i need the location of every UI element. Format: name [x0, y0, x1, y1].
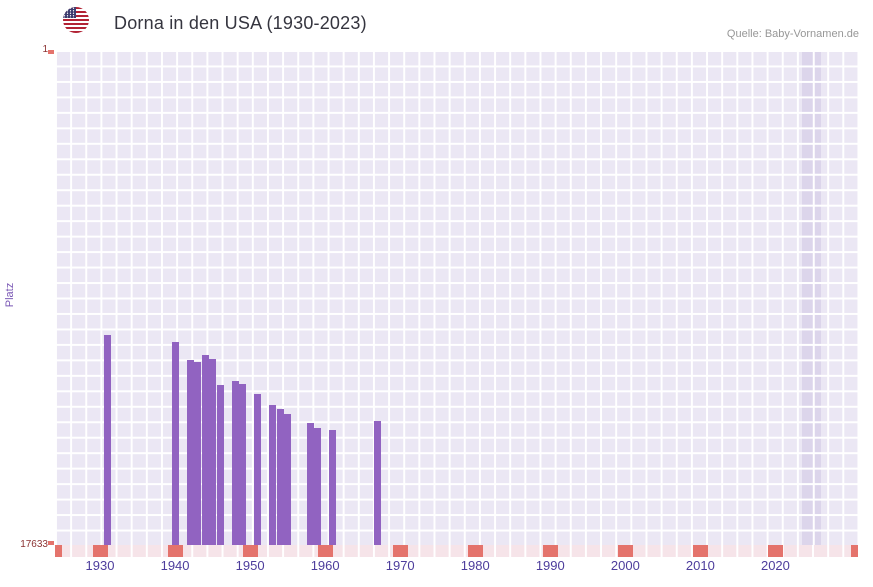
- bar-1955: [284, 413, 292, 545]
- y-axis-title: Platz: [4, 282, 16, 308]
- bar-1949: [239, 384, 247, 545]
- y-axis-label-top: 1: [42, 44, 48, 55]
- y-axis-tick-top: [48, 50, 54, 54]
- x-axis-label-1950: 1950: [235, 558, 265, 573]
- x-axis-tick-1930: [92, 545, 108, 557]
- bar-1940: [171, 341, 179, 545]
- x-axis-tick-1980: [467, 545, 483, 557]
- bar-1943: [194, 361, 202, 545]
- page-title: Dorna in den USA (1930-2023): [114, 13, 367, 33]
- x-axis-tick-2010: [692, 545, 708, 557]
- x-axis-label-2000: 2000: [610, 558, 640, 573]
- x-axis-label-2010: 2010: [685, 558, 715, 573]
- x-axis-tick-1950: [242, 545, 258, 557]
- bar-1959: [314, 427, 322, 545]
- x-axis-strip: [55, 545, 858, 557]
- x-axis-tick-1970: [392, 545, 408, 557]
- bar-1945: [209, 358, 217, 545]
- x-axis-label-1940: 1940: [160, 558, 190, 573]
- x-axis-edge-tick-left: [55, 545, 62, 557]
- x-axis-tick-2020: [767, 545, 783, 557]
- x-axis-edge-tick-right: [851, 545, 858, 557]
- us-flag-icon: [63, 7, 89, 33]
- y-axis-label-bottom: 17633: [20, 539, 48, 550]
- bar-1946: [216, 385, 224, 545]
- x-axis-label-1990: 1990: [535, 558, 565, 573]
- x-axis-label-2020: 2020: [760, 558, 790, 573]
- current-year-highlight-band: [801, 50, 821, 545]
- plot-area: [55, 50, 858, 545]
- x-axis-tick-1960: [317, 545, 333, 557]
- x-axis-label-1930: 1930: [85, 558, 115, 573]
- source-credit: Quelle: Baby-Vornamen.de: [726, 28, 859, 40]
- bar-1942: [186, 360, 194, 545]
- y-axis-tick-bottom: [48, 541, 54, 545]
- bar-1951: [254, 393, 262, 545]
- x-axis-label-1980: 1980: [460, 558, 490, 573]
- bar-1948: [231, 381, 239, 545]
- bar-1953: [269, 405, 277, 545]
- x-axis-tick-1940: [167, 545, 183, 557]
- bar-1961: [329, 430, 337, 545]
- x-axis-tick-1990: [542, 545, 558, 557]
- x-axis-label-1960: 1960: [310, 558, 340, 573]
- us-flag-canton: [63, 7, 76, 18]
- bar-1931: [104, 334, 112, 545]
- bar-1958: [306, 423, 314, 545]
- bar-1967: [374, 420, 382, 545]
- x-axis-tick-2000: [617, 545, 633, 557]
- bar-1954: [276, 409, 284, 545]
- bar-1944: [201, 354, 209, 545]
- x-axis-label-1970: 1970: [385, 558, 415, 573]
